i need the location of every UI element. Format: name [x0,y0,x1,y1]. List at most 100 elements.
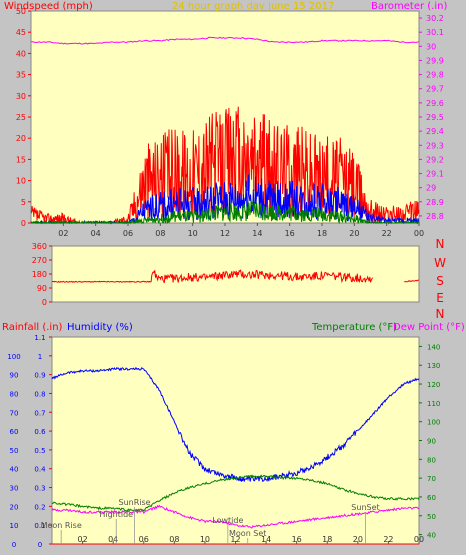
humidity-tick-label: 20 [10,503,19,511]
minimum-wind-line [31,199,420,225]
direction-degree-tick-label: 360 [32,242,47,251]
wind-tick-label: 40 [16,49,26,58]
rainfall-tick-label: 0.9 [34,372,45,380]
humidity-axis-label: Humidity (%) [67,322,133,333]
temperature-tick-label: 40 [427,532,436,540]
hour-tick-label: 22 [383,535,393,544]
annotation-label: SunSet [351,503,379,512]
dew-point-axis-label: Dew Point (°F) [393,322,465,333]
chart-title: 24 hour graph day June 15 2017 [172,1,334,12]
humidity-tick-label: 40 [10,466,19,474]
compass-direction-label: N [436,307,445,321]
hour-tick-label: 20 [353,535,363,544]
temperature-tick-label: 100 [427,419,440,427]
windspeed-axis-label: Windspeed (mph) [4,1,93,12]
hour-tick-label: 18 [322,535,332,544]
wind-tick-label: 0 [21,219,26,228]
hour-tick-label: 08 [155,229,165,238]
barometer-tick-label: 29.9 [426,56,444,65]
wind-direction-series [52,269,420,284]
hour-tick-label: 12 [230,535,240,544]
direction-degree-tick-label: 0 [42,298,47,307]
temperature-tick-label: 140 [427,343,440,351]
temperature-tick-label: 60 [427,494,436,502]
humidity-tick-label: 50 [10,447,19,455]
temperature-axis-label: Temperature (°F) [311,322,397,333]
barometer-tick-label: 29.7 [426,85,444,94]
wind-barometer-series [30,36,420,225]
barometer-line [30,36,420,45]
wind-barometer-ticks: 0 5 10 15 20 25 30 35 40 45 50 28.8 28.9 29 29.1 29.2 29… [16,7,444,238]
humidity-tick-label: 70 [10,409,19,417]
barometer-tick-label: 29.5 [426,113,444,122]
wind-tick-label: 20 [16,134,26,143]
temperature-tick-label: 80 [427,456,436,464]
hour-tick-label: 00 [414,229,424,238]
hour-tick-label: 14 [252,229,262,238]
hour-tick-label: 22 [382,229,392,238]
wind-tick-label: 45 [16,28,26,37]
hour-tick-label: 10 [188,229,198,238]
annotation-label: Moon Set [229,529,266,538]
barometer-tick-label: 30 [426,42,436,51]
direction-degree-tick-label: 270 [32,256,47,265]
rainfall-tick-label: 0.7 [34,409,45,417]
barometer-tick-label: 29.2 [426,155,444,164]
temperature-tick-label: 70 [427,475,436,483]
temperature-tick-label: 110 [427,400,440,408]
dew-point-line [51,504,420,529]
hour-tick-label: 16 [292,535,302,544]
humidity-tick-label: 60 [10,428,19,436]
hour-tick-label: 12 [220,229,230,238]
wind-tick-label: 15 [16,155,26,164]
rainfall-tick-label: 0 [38,541,42,549]
humidity-tick-label: 30 [10,485,19,493]
compass-direction-label: S [436,274,444,288]
annotation-label: Hightide [99,510,133,519]
hour-tick-label: 06 [139,535,149,544]
hour-tick-label: 02 [58,229,68,238]
barometer-tick-label: 28.8 [426,212,444,221]
rainfall-tick-label: 0.3 [34,485,45,493]
barometer-tick-label: 29.1 [426,170,444,179]
sun-moon-tide-annotations: SunRise Hightide Moon Rise Lowtide Moon Set S… [41,498,380,544]
wind-direction-line [52,269,420,284]
hour-tick-label: 06 [123,229,133,238]
compass-direction-label: W [434,256,446,270]
hour-tick-label: 10 [200,535,210,544]
rainfall-tick-label: 1.1 [34,334,45,342]
wind-tick-label: 35 [16,71,26,80]
rainfall-tick-label: 0.5 [34,447,45,455]
compass-direction-label: E [436,291,444,305]
barometer-axis-label: Barometer (.in) [371,1,447,12]
direction-degree-tick-label: 90 [37,284,47,293]
rainfall-axis-label: Rainfall (.in) [2,322,63,333]
compass-direction-label: N [436,237,445,251]
rainfall-tick-label: 1 [38,353,42,361]
humidity-tick-label: 80 [10,390,19,398]
hour-tick-label: 18 [317,229,327,238]
barometer-tick-label: 30.1 [426,28,444,37]
hour-tick-label: 04 [91,229,101,238]
direction-degree-tick-label: 180 [32,270,47,279]
temperature-tick-label: 50 [427,513,436,521]
wind-tick-label: 50 [16,7,26,16]
hour-tick-label: 20 [349,229,359,238]
barometer-tick-label: 29.6 [426,99,444,108]
temperature-tick-label: 130 [427,362,440,370]
annotation-label: Lowtide [212,516,243,525]
hour-tick-label: 14 [261,535,271,544]
annotation-label: SunRise [119,498,151,507]
temperature-line [51,474,420,513]
humidity-tick-label: 10 [10,522,19,530]
barometer-tick-label: 29.4 [426,127,444,136]
barometer-tick-label: 29.8 [426,71,444,80]
wind-tick-label: 5 [21,198,26,207]
temperature-tick-label: 120 [427,381,440,389]
rainfall-tick-label: 0.2 [34,503,45,511]
hour-tick-label: 02 [77,535,87,544]
rainfall-tick-label: 0.6 [34,428,46,436]
barometer-tick-label: 28.9 [426,198,444,207]
